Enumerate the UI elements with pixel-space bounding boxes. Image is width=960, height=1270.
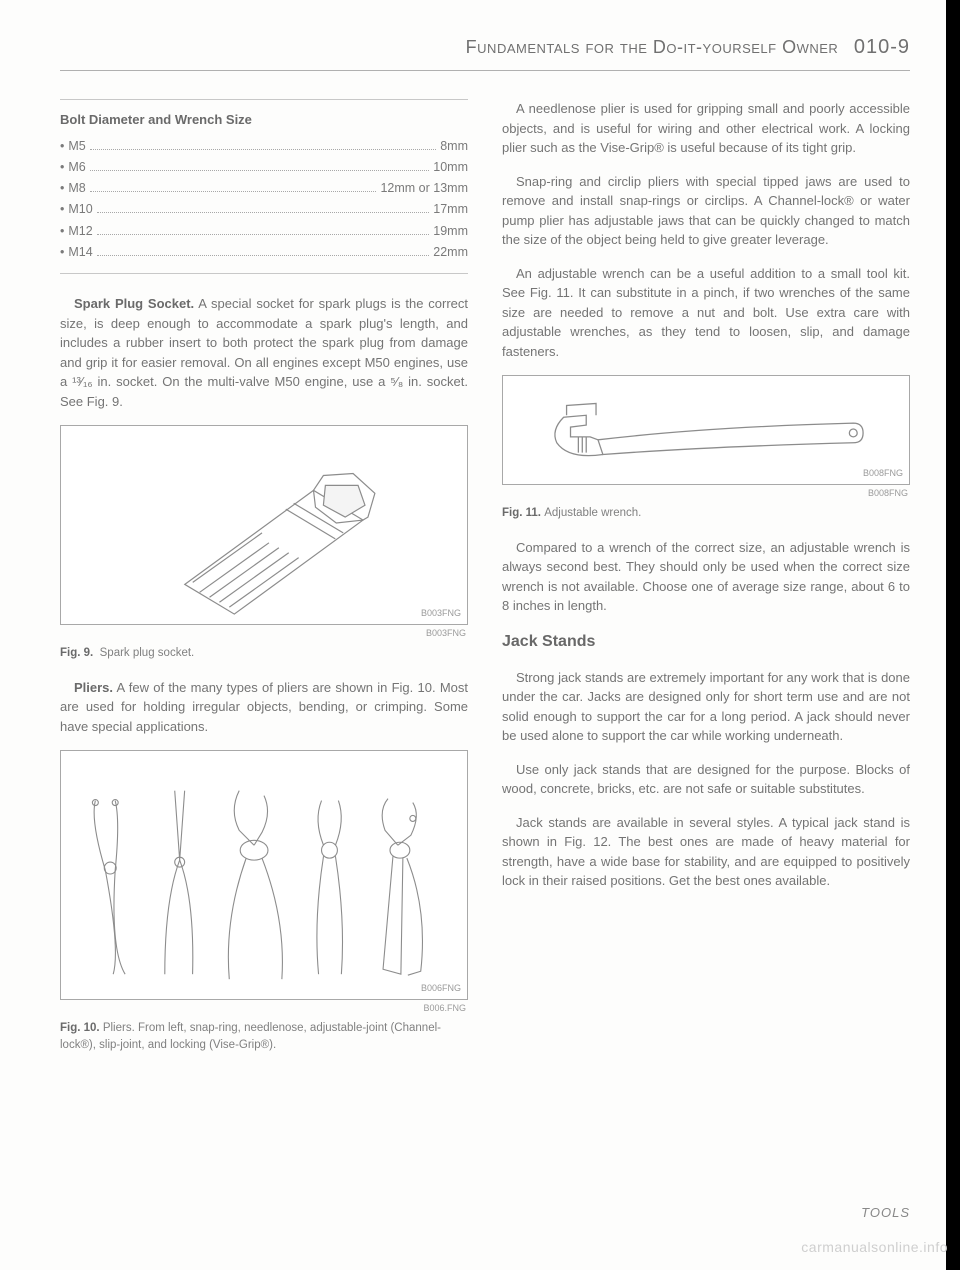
- fig9-caption-text: Spark plug socket.: [100, 647, 195, 659]
- box-rule-bottom: [60, 273, 468, 274]
- paragraph-r1: A needlenose plier is used for gripping …: [502, 99, 910, 158]
- bolt-label: M5: [68, 136, 85, 157]
- paragraph-j3: Jack stands are available in several sty…: [502, 813, 910, 891]
- pliers-set-icon: [61, 751, 467, 999]
- paragraph-r4: Compared to a wrench of the correct size…: [502, 538, 910, 616]
- bolt-size: 22mm: [433, 242, 468, 263]
- table-row: •M610mm: [60, 157, 468, 178]
- table-row: •M1017mm: [60, 199, 468, 220]
- fig10-caption: Fig. 10. Pliers. From left, snap-ring, n…: [60, 1020, 468, 1055]
- box-rule-top: [60, 99, 468, 100]
- fig9-code-out: B003FNG: [60, 627, 466, 641]
- paragraph-r2: Snap-ring and circlip pliers with specia…: [502, 172, 910, 250]
- page-header: Fundamentals for the Do-it-yourself Owne…: [60, 32, 910, 71]
- fig9-caption-b: Fig. 9.: [60, 647, 93, 659]
- figure-9-box: B003FNG: [60, 425, 468, 625]
- bolt-label: M10: [68, 199, 92, 220]
- fig11-caption: Fig. 11. Adjustable wrench.: [502, 505, 910, 522]
- table-row: •M1219mm: [60, 221, 468, 242]
- table-row: •M812mm or 13mm: [60, 178, 468, 199]
- fig11-caption-text: Adjustable wrench.: [544, 507, 641, 519]
- fig11-caption-b: Fig. 11.: [502, 507, 541, 519]
- fig11-code-out: B008FNG: [502, 487, 908, 501]
- page-edge-black: [946, 0, 960, 1270]
- fig11-code-in: B008FNG: [863, 467, 903, 481]
- footer-section: TOOLS: [861, 1203, 910, 1223]
- bolt-label: M14: [68, 242, 92, 263]
- text-spark: A special socket for spark plugs is the …: [60, 296, 468, 409]
- header-title: Fundamentals for the Do-it-yourself Owne…: [466, 37, 839, 57]
- bolt-size: 12mm or 13mm: [380, 178, 468, 199]
- paragraph-r3: An adjustable wrench can be a useful add…: [502, 264, 910, 362]
- fig10-caption-b: Fig. 10.: [60, 1022, 100, 1034]
- bolt-label: M6: [68, 157, 85, 178]
- fig10-caption-text: Pliers. From left, snap-ring, needlenose…: [60, 1022, 441, 1051]
- fig10-code-in: B006FNG: [421, 982, 461, 996]
- jack-stands-heading: Jack Stands: [502, 630, 910, 654]
- header-page-number: 010-9: [854, 36, 910, 58]
- left-column: Bolt Diameter and Wrench Size •M58mm •M6…: [60, 99, 468, 1070]
- bolt-size: 17mm: [433, 199, 468, 220]
- figure-10-box: B006FNG: [60, 750, 468, 1000]
- paragraph-spark: Spark Plug Socket. A special socket for …: [60, 294, 468, 411]
- watermark: carmanualsonline.info: [801, 1237, 948, 1258]
- bolt-size: 10mm: [433, 157, 468, 178]
- paragraph-pliers: Pliers. A few of the many types of plier…: [60, 678, 468, 737]
- bolt-size: 19mm: [433, 221, 468, 242]
- lead-spark: Spark Plug Socket.: [74, 296, 194, 311]
- table-row: •M1422mm: [60, 242, 468, 263]
- right-column: A needlenose plier is used for gripping …: [502, 99, 910, 1070]
- bolt-size: 8mm: [440, 136, 468, 157]
- fig9-code-in: B003FNG: [421, 607, 461, 621]
- text-pliers: A few of the many types of pliers are sh…: [60, 680, 468, 734]
- page-content: Fundamentals for the Do-it-yourself Owne…: [60, 32, 910, 1250]
- paragraph-j2: Use only jack stands that are designed f…: [502, 760, 910, 799]
- figure-11-box: B008FNG: [502, 375, 910, 485]
- paragraph-j1: Strong jack stands are extremely importa…: [502, 668, 910, 746]
- fig9-caption: Fig. 9. Spark plug socket.: [60, 645, 468, 662]
- fig10-code-out: B006.FNG: [60, 1002, 466, 1016]
- table-row: •M58mm: [60, 136, 468, 157]
- bolt-label: M8: [68, 178, 85, 199]
- bolt-table-title: Bolt Diameter and Wrench Size: [60, 110, 468, 130]
- bolt-table: •M58mm •M610mm •M812mm or 13mm •M1017mm …: [60, 136, 468, 264]
- spark-plug-socket-icon: [61, 426, 467, 624]
- adjustable-wrench-icon: [503, 376, 909, 484]
- bolt-label: M12: [68, 221, 92, 242]
- lead-pliers: Pliers.: [74, 680, 113, 695]
